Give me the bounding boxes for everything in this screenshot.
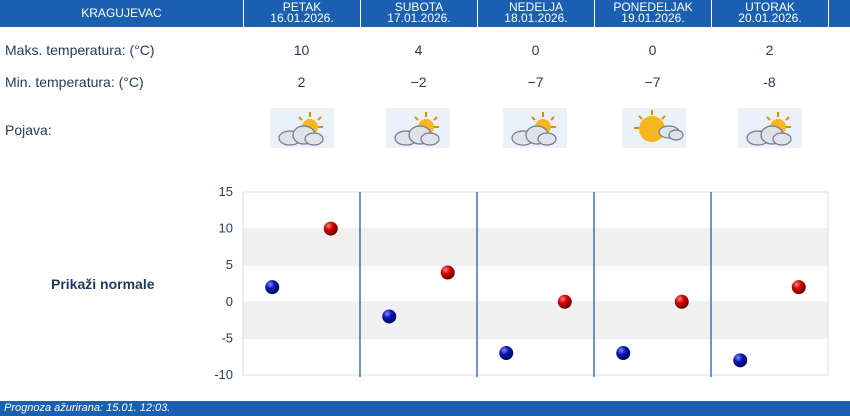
- day-name: SUBOTA: [394, 0, 444, 14]
- max-temp-value: 2: [765, 42, 774, 58]
- y-tick-label: -10: [214, 367, 233, 382]
- updated-label: Prognoza ažurirana:: [4, 402, 104, 414]
- min-temp-point: [265, 280, 280, 295]
- forecast-header: KRAGUJEVAC PETAK 16.01.2026. SUBOTA 17.0…: [0, 0, 850, 27]
- day-name: PONEDELJAK: [613, 0, 693, 14]
- chart-band: [243, 192, 828, 229]
- cloud-sun-icon: [738, 108, 802, 148]
- y-tick-label: 15: [219, 184, 233, 199]
- max-temp-point: [440, 265, 455, 280]
- max-temp-value: 0: [531, 42, 540, 58]
- day-name: UTORAK: [745, 0, 795, 14]
- min-temp-value: −7: [644, 74, 661, 90]
- day-date: 20.01.2026.: [738, 11, 802, 25]
- chart-band: [243, 338, 828, 375]
- min-temp-point: [616, 346, 631, 361]
- day-header-2: SUBOTA 17.01.2026.: [360, 0, 477, 27]
- min-temp-value: -8: [763, 74, 776, 90]
- day-header-4: PONEDELJAK 19.01.2026.: [594, 0, 711, 27]
- min-temp-point: [733, 353, 748, 368]
- header-end-cell: [828, 0, 850, 27]
- cloud-sun-icon: [386, 108, 450, 148]
- chart-band: [243, 228, 828, 266]
- max-temp-point: [791, 280, 806, 295]
- min-temp-label: Min. temperatura: (°C): [5, 74, 144, 90]
- city-name: KRAGUJEVAC: [81, 6, 162, 20]
- min-temp-value: −2: [410, 74, 427, 90]
- day-header-3: NEDELJA 18.01.2026.: [477, 0, 594, 27]
- temperature-chart: 15 10 5 0 -5 -10: [214, 184, 829, 382]
- sun-cloud-icon: [622, 108, 686, 148]
- day-header-5: UTORAK 20.01.2026.: [711, 0, 828, 27]
- day-date: 17.01.2026.: [387, 11, 451, 25]
- min-temp-value: −7: [527, 74, 544, 90]
- max-temp-point: [674, 294, 689, 309]
- day-name: NEDELJA: [508, 0, 564, 14]
- max-temp-point: [557, 294, 572, 309]
- plot-border: [242, 191, 829, 376]
- y-tick-label: 0: [226, 294, 233, 309]
- day-name: PETAK: [282, 0, 322, 14]
- min-temp-point: [499, 346, 514, 361]
- show-normals-link[interactable]: Prikaži normale: [51, 276, 155, 292]
- cloud-sun-icon: [503, 108, 567, 148]
- max-temp-value: 10: [293, 42, 310, 58]
- y-tick-label: 5: [226, 257, 233, 272]
- y-tick-label: -5: [221, 330, 233, 345]
- day-header-1: PETAK 16.01.2026.: [243, 0, 360, 27]
- chart-band: [243, 265, 828, 302]
- max-temp-label: Maks. temperatura: (°C): [5, 42, 155, 58]
- updated-value: 15.01. 12:03.: [106, 402, 171, 414]
- max-temp-value: 0: [648, 42, 657, 58]
- day-date: 19.01.2026.: [621, 11, 685, 25]
- cloud-sun-icon: [270, 108, 334, 148]
- min-temp-value: 2: [297, 74, 306, 90]
- max-temp-point: [323, 221, 338, 236]
- chart-band: [243, 301, 828, 339]
- y-tick-label: 10: [219, 221, 233, 236]
- phenomenon-label: Pojava:: [5, 122, 52, 138]
- forecast-updated-bar: Prognoza ažurirana: 15.01. 12:03.: [0, 401, 850, 416]
- day-date: 18.01.2026.: [504, 11, 568, 25]
- day-date: 16.01.2026.: [270, 11, 334, 25]
- min-temp-point: [382, 309, 397, 324]
- max-temp-value: 4: [414, 42, 423, 58]
